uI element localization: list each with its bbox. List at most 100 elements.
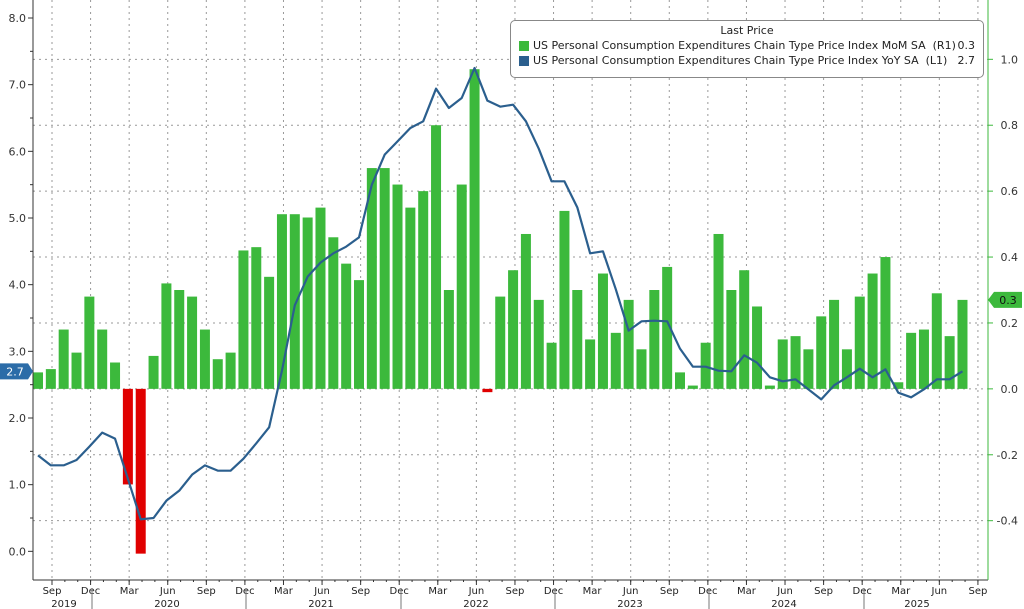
mom-bar xyxy=(803,349,814,389)
mom-bar xyxy=(264,276,275,389)
mom-bar xyxy=(328,237,339,389)
x-tick-label: Jun xyxy=(159,586,176,597)
mom-bar xyxy=(495,296,506,389)
mom-bar xyxy=(392,184,403,389)
mom-bar xyxy=(71,352,82,389)
mom-bar xyxy=(533,299,544,389)
mom-bar xyxy=(187,296,198,389)
mom-bar xyxy=(893,382,904,389)
right-last-value-text: 0.3 xyxy=(999,294,1017,307)
x-tick-label: Sep xyxy=(506,586,525,597)
mom-bar xyxy=(354,280,364,389)
mom-bar xyxy=(225,352,236,389)
mom-bar xyxy=(418,191,429,389)
mom-bar xyxy=(752,306,763,389)
mom-bar xyxy=(135,388,146,554)
mom-bar xyxy=(315,207,326,389)
x-tick-label: Mar xyxy=(428,586,448,597)
mom-bar xyxy=(148,355,159,389)
legend-last-mom: 0.3 xyxy=(957,39,976,52)
mom-bar xyxy=(880,257,891,389)
mom-bar xyxy=(649,290,660,389)
mom-bar xyxy=(546,342,557,389)
mom-bar xyxy=(122,388,133,485)
x-tick-label: Jun xyxy=(931,586,948,597)
mom-bar xyxy=(174,290,185,389)
mom-bar xyxy=(777,339,788,389)
x-year-label: 2020 xyxy=(154,599,179,609)
legend-axis: (L1) xyxy=(925,54,948,67)
mom-bar xyxy=(469,69,480,389)
mom-bar xyxy=(58,329,69,389)
left-tick-label: 8.0 xyxy=(9,12,27,25)
left-tick-label: 0.0 xyxy=(9,545,27,558)
x-tick-label: Jun xyxy=(776,586,793,597)
x-tick-label: Dec xyxy=(235,586,254,597)
mom-bar xyxy=(199,329,210,389)
x-tick-label: Dec xyxy=(544,586,563,597)
x-tick-label: Jun xyxy=(622,586,639,597)
legend-entry-mom: US Personal Consumption Expenditures Cha… xyxy=(519,38,975,53)
right-tick-label: 0.0 xyxy=(1001,383,1019,396)
mom-bar xyxy=(841,349,852,389)
x-tick-label: Sep xyxy=(197,586,216,597)
left-tick-label: 6.0 xyxy=(9,145,27,158)
legend-name: US Personal Consumption Expenditures Cha… xyxy=(533,54,919,67)
yoy-line-layer xyxy=(37,66,964,521)
x-tick-label: Dec xyxy=(698,586,717,597)
legend-name: US Personal Consumption Expenditures Cha… xyxy=(533,39,926,52)
mom-bar xyxy=(366,168,377,389)
right-last-value-tag xyxy=(988,291,1022,308)
x-year-label: 2025 xyxy=(904,599,929,609)
legend-entry-yoy: US Personal Consumption Expenditures Cha… xyxy=(519,53,975,68)
mom-bar xyxy=(867,273,878,389)
mom-bar xyxy=(944,336,955,389)
x-tick-label: Sep xyxy=(968,586,987,597)
mom-bar xyxy=(443,290,454,389)
mom-bar xyxy=(276,214,287,389)
mom-bar xyxy=(431,125,442,389)
mom-bar xyxy=(739,270,750,389)
mom-bar xyxy=(636,349,647,389)
mom-bar xyxy=(559,210,570,389)
left-last-value-tag xyxy=(0,363,33,380)
mom-bar xyxy=(816,316,827,389)
x-tick-label: Dec xyxy=(390,586,409,597)
right-tick-label: 0.2 xyxy=(1001,317,1019,330)
mom-bar xyxy=(918,329,929,389)
x-tick-label: Mar xyxy=(120,586,140,597)
mom-bar xyxy=(675,372,685,389)
x-tick-label: Sep xyxy=(43,586,62,597)
x-year-label: 2019 xyxy=(51,599,76,609)
right-tick-label: -0.2 xyxy=(997,449,1018,462)
mom-bar xyxy=(957,299,968,389)
mom-bar xyxy=(341,263,352,389)
mom-bar xyxy=(662,266,673,389)
mom-bar xyxy=(854,296,865,389)
mom-bar xyxy=(97,329,108,389)
legend-last-yoy: 2.7 xyxy=(957,54,976,67)
mom-bar xyxy=(456,184,467,389)
right-tick-label: -0.4 xyxy=(997,515,1018,528)
mom-bar xyxy=(906,332,917,389)
mom-bar xyxy=(597,273,608,389)
x-year-label: 2021 xyxy=(308,599,333,609)
mom-bar xyxy=(212,359,223,389)
mom-bar xyxy=(726,290,737,389)
mom-bar xyxy=(623,299,634,389)
x-tick-label: Sep xyxy=(814,586,833,597)
right-tick-label: 0.8 xyxy=(1001,119,1019,132)
mom-bars xyxy=(33,69,968,554)
mom-bar xyxy=(687,385,698,389)
left-tick-label: 7.0 xyxy=(9,79,27,92)
mom-bar xyxy=(585,339,596,389)
x-year-label: 2023 xyxy=(617,599,642,609)
x-year-label: 2024 xyxy=(771,599,796,609)
legend: Last Price US Personal Consumption Expen… xyxy=(510,20,984,78)
x-tick-label: Sep xyxy=(660,586,679,597)
x-tick-label: Dec xyxy=(81,586,100,597)
mom-bar xyxy=(790,336,801,389)
x-year-label: 2022 xyxy=(463,599,488,609)
